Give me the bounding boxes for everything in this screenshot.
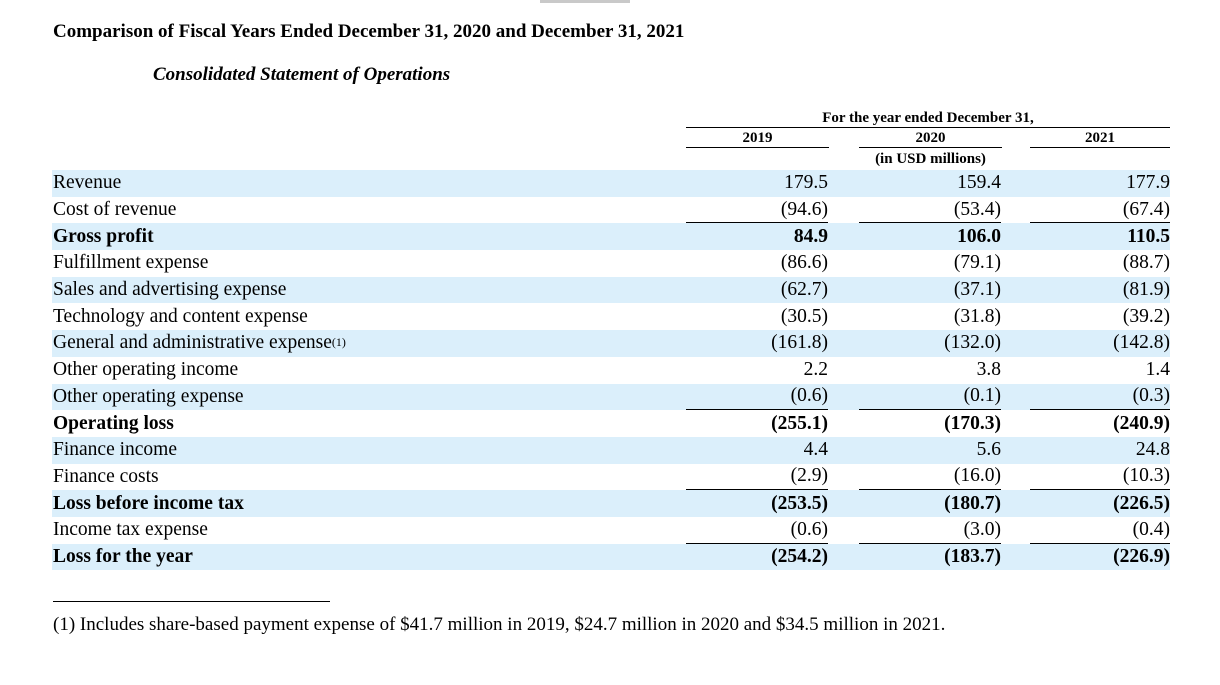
table-row: Gross profit 84.9 106.0 110.5 [52, 223, 1170, 251]
row-label: Income tax expense [53, 519, 208, 541]
row-label: Technology and content expense [53, 305, 308, 327]
value-2021: 24.8 [1135, 439, 1170, 461]
column-group-header: For the year ended December 31, [686, 110, 1170, 128]
value-2019: (255.1) [771, 412, 828, 434]
value-2021: (142.8) [1113, 332, 1170, 354]
table-row: Other operating expense (0.6) (0.1) (0.3… [52, 383, 1170, 411]
value-2019: (254.2) [771, 545, 828, 567]
value-2020: (180.7) [944, 492, 1001, 514]
value-2019: 84.9 [793, 225, 828, 247]
value-2020: (0.1) [859, 384, 1001, 411]
column-header-2021: 2021 [1030, 130, 1170, 148]
row-label: Other operating expense [53, 385, 244, 407]
value-2019: (0.6) [686, 384, 828, 411]
unit-note: (in USD millions) [875, 151, 986, 167]
row-label: Other operating income [53, 359, 239, 381]
value-2021: (240.9) [1113, 412, 1170, 434]
row-label-text: General and administrative expense [53, 332, 332, 354]
row-label: Sales and advertising expense [53, 279, 287, 301]
value-2021: (67.4) [1030, 197, 1170, 224]
row-label: Fulfillment expense [53, 252, 209, 274]
row-label: Revenue [53, 172, 122, 194]
value-2019: 4.4 [803, 439, 828, 461]
column-header-2020: 2020 [859, 130, 1002, 148]
value-2021: (39.2) [1122, 305, 1170, 327]
value-2020: (53.4) [859, 197, 1001, 224]
table-row: Income tax expense (0.6) (3.0) (0.4) [52, 517, 1170, 544]
value-2020: 3.8 [976, 359, 1001, 381]
table-row: Sales and advertising expense (62.7) (37… [52, 276, 1170, 304]
value-2020: 159.4 [957, 172, 1001, 194]
page-top-edge [540, 0, 630, 3]
table-row: Cost of revenue (94.6) (53.4) (67.4) [52, 197, 1170, 224]
table-row: Other operating income 2.2 3.8 1.4 [52, 357, 1170, 384]
column-header-2019: 2019 [686, 130, 829, 148]
row-label: Finance income [53, 439, 177, 461]
statement-subtitle: Consolidated Statement of Operations [153, 64, 451, 85]
table-row: Finance income 4.4 5.6 24.8 [52, 436, 1170, 464]
value-2019: (161.8) [771, 332, 828, 354]
value-2021: (88.7) [1122, 252, 1170, 274]
value-2021: 110.5 [1127, 225, 1170, 247]
value-2020: (37.1) [953, 279, 1001, 301]
section-title: Comparison of Fiscal Years Ended Decembe… [53, 21, 685, 42]
table-row: Loss for the year (254.2) (183.7) (226.9… [52, 543, 1170, 571]
table-row: Operating loss (255.1) (170.3) (240.9) [52, 410, 1170, 437]
value-2020: (16.0) [859, 464, 1001, 491]
value-2021: 177.9 [1126, 172, 1170, 194]
value-2019: (2.9) [686, 464, 828, 491]
footnote-text: (1) Includes share-based payment expense… [53, 614, 946, 635]
value-2021: (81.9) [1122, 279, 1170, 301]
value-2021: (0.3) [1030, 384, 1170, 411]
value-2020: (183.7) [944, 545, 1001, 567]
row-label: Loss before income tax [53, 492, 244, 514]
value-2021: (10.3) [1030, 464, 1170, 491]
value-2019: (30.5) [780, 305, 828, 327]
value-2021: (226.9) [1113, 545, 1170, 567]
financial-table: Revenue 179.5 159.4 177.9 Cost of revenu… [52, 170, 1170, 571]
row-label: Loss for the year [53, 545, 193, 567]
value-2019: (86.6) [780, 252, 828, 274]
table-row: Revenue 179.5 159.4 177.9 [52, 170, 1170, 197]
footnote-divider [53, 601, 330, 602]
value-2019: (0.6) [686, 517, 828, 544]
row-label: Gross profit [53, 225, 154, 247]
table-row: Fulfillment expense (86.6) (79.1) (88.7) [52, 250, 1170, 277]
value-2020: (31.8) [953, 305, 1001, 327]
row-label: Finance costs [53, 465, 159, 487]
value-2020: (3.0) [859, 517, 1001, 544]
value-2021: 1.4 [1145, 359, 1170, 381]
table-row: Finance costs (2.9) (16.0) (10.3) [52, 464, 1170, 491]
footnote-marker: (1) [331, 334, 346, 349]
value-2021: (226.5) [1113, 492, 1170, 514]
table-row: General and administrative expense (1) (1… [52, 330, 1170, 357]
row-label: Cost of revenue [53, 199, 177, 221]
row-label: General and administrative expense (1) [53, 330, 346, 357]
table-row: Loss before income tax (253.5) (180.7) (… [52, 490, 1170, 517]
value-2021: (0.4) [1030, 517, 1170, 544]
value-2020: (170.3) [944, 412, 1001, 434]
value-2019: 179.5 [784, 172, 828, 194]
value-2019: (94.6) [686, 197, 828, 224]
value-2020: (79.1) [953, 252, 1001, 274]
value-2019: (62.7) [780, 279, 828, 301]
row-label: Operating loss [53, 412, 174, 434]
value-2020: 106.0 [957, 225, 1001, 247]
table-row: Technology and content expense (30.5) (3… [52, 303, 1170, 330]
value-2020: 5.6 [976, 439, 1001, 461]
value-2019: (253.5) [771, 492, 828, 514]
value-2019: 2.2 [803, 359, 828, 381]
value-2020: (132.0) [944, 332, 1001, 354]
